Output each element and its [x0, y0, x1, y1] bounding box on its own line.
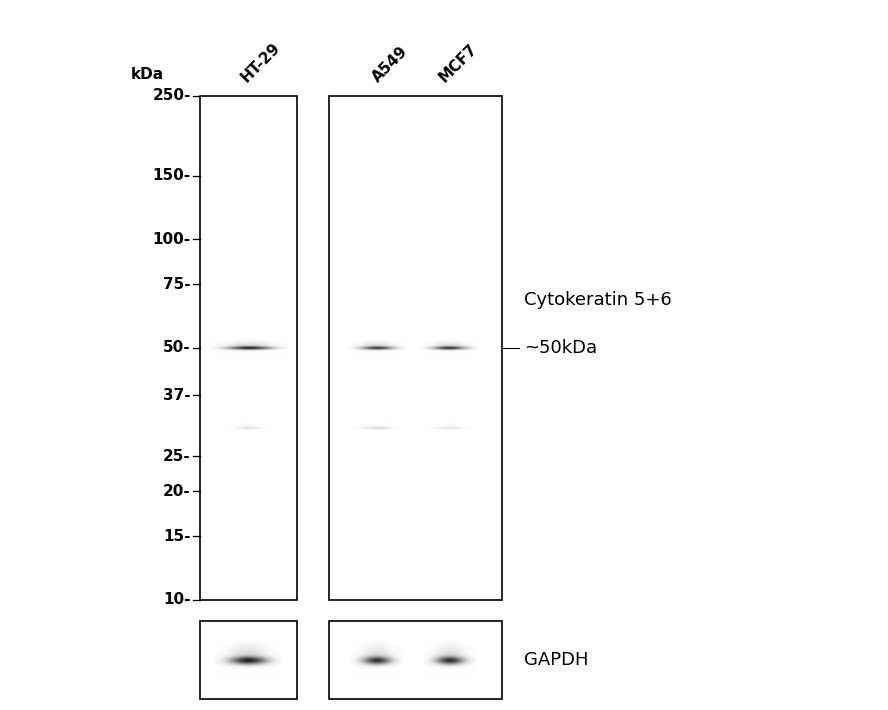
- Text: 10-: 10-: [163, 592, 191, 608]
- Bar: [329, 621, 502, 699]
- Text: 150-: 150-: [153, 168, 191, 183]
- Bar: [200, 621, 297, 699]
- Text: MCF7: MCF7: [436, 41, 480, 85]
- Text: 50-: 50-: [163, 340, 191, 356]
- Text: 75-: 75-: [163, 277, 191, 292]
- Text: A549: A549: [370, 44, 411, 85]
- Text: 250-: 250-: [153, 88, 191, 104]
- Text: Cytokeratin 5+6: Cytokeratin 5+6: [524, 291, 671, 309]
- Text: HT-29: HT-29: [238, 40, 283, 85]
- Text: ~50kDa: ~50kDa: [524, 339, 597, 357]
- Bar: [329, 96, 502, 600]
- Text: 20-: 20-: [163, 484, 191, 499]
- Text: 100-: 100-: [153, 232, 191, 247]
- Text: GAPDH: GAPDH: [524, 651, 589, 670]
- Text: kDa: kDa: [131, 67, 164, 82]
- Text: 15-: 15-: [163, 529, 191, 544]
- Text: 37-: 37-: [163, 388, 191, 403]
- Bar: [200, 96, 297, 600]
- Text: 25-: 25-: [163, 449, 191, 464]
